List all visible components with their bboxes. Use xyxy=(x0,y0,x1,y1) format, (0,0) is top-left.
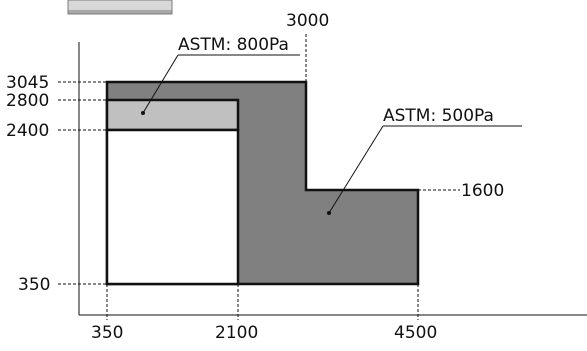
right-value-label: 1600 xyxy=(461,181,504,201)
cropped-photo-fragment xyxy=(67,0,173,15)
annotation-800pa: ASTM: 800Pa xyxy=(141,35,300,115)
top-value-label: 3000 xyxy=(286,11,329,31)
y-tick-350: 350 xyxy=(18,275,50,295)
annotation-500pa: ASTM: 500Pa xyxy=(327,106,522,215)
x-tick-350: 350 xyxy=(91,323,123,343)
guide-lines xyxy=(58,34,460,320)
annotation-800pa-label: ASTM: 800Pa xyxy=(178,35,289,55)
annotation-500pa-label: ASTM: 500Pa xyxy=(383,106,494,126)
x-tick-2100: 2100 xyxy=(215,323,258,343)
zone-inner xyxy=(105,128,240,286)
y-tick-2800: 2800 xyxy=(6,91,49,111)
y-tick-3045: 3045 xyxy=(6,73,49,93)
zone-800pa xyxy=(105,98,240,132)
y-tick-2400: 2400 xyxy=(6,121,49,141)
x-tick-4500: 4500 xyxy=(394,323,437,343)
